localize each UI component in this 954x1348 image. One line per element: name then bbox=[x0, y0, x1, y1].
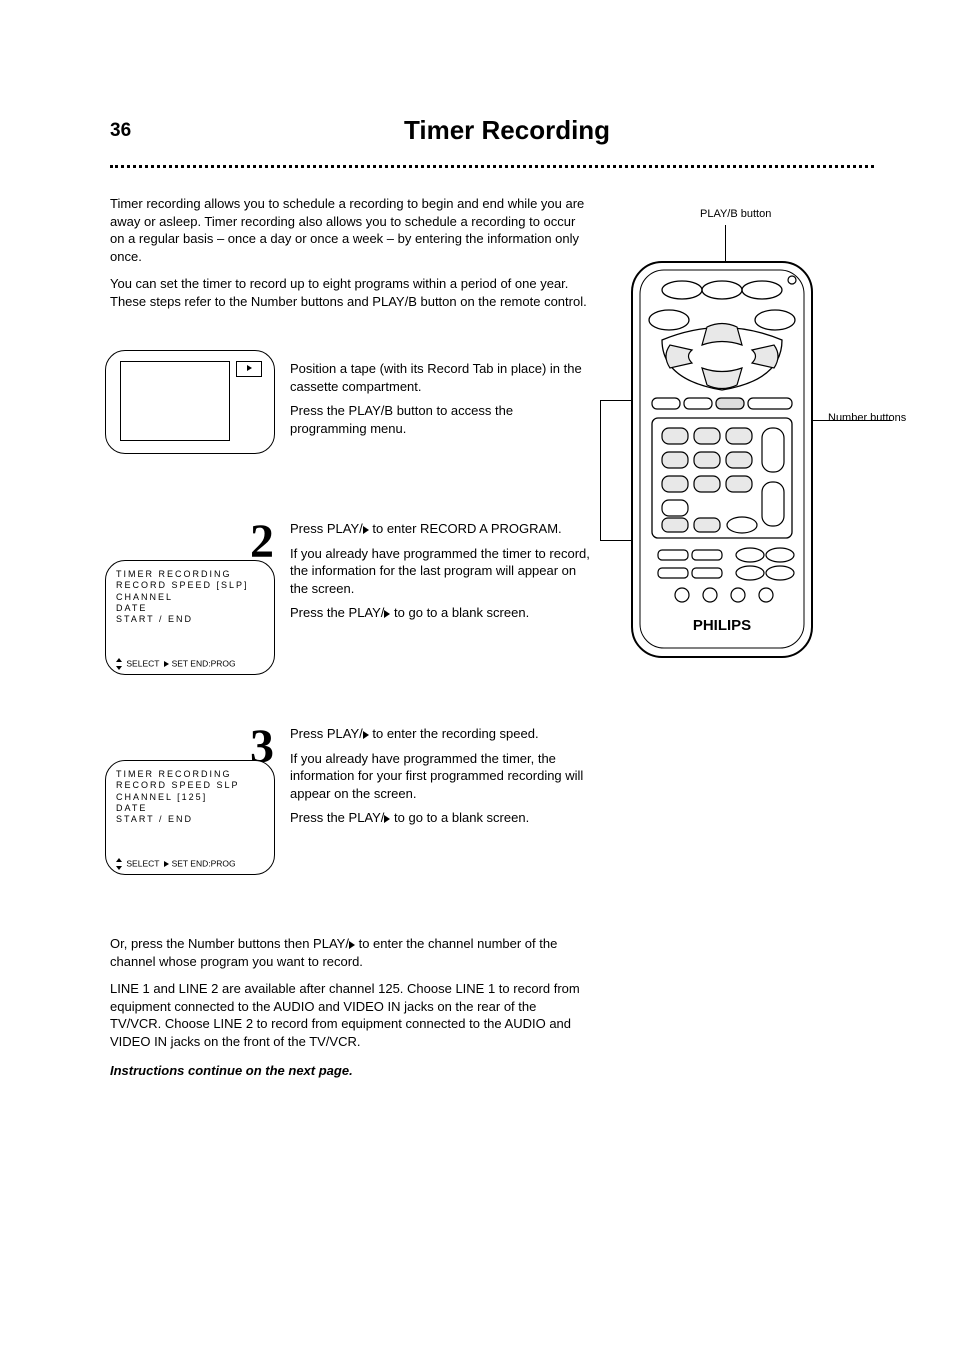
s2-l5: START / END bbox=[116, 614, 264, 624]
play-icon bbox=[164, 861, 169, 867]
s2-l2: RECORD SPEED [SLP] bbox=[116, 580, 264, 590]
step-2-body: If you already have programmed the timer… bbox=[290, 545, 590, 598]
play-icon bbox=[384, 815, 390, 823]
play-indicator bbox=[236, 361, 262, 377]
step-2-heading: Press PLAY/ to enter RECORD A PROGRAM. bbox=[290, 520, 590, 538]
page-title: Timer Recording bbox=[160, 115, 854, 146]
step-1-p1: Position a tape (with its Record Tab in … bbox=[290, 360, 590, 395]
step-2-number: 2 bbox=[250, 520, 274, 563]
intro-p1: Timer recording allows you to schedule a… bbox=[110, 195, 590, 265]
updown-icon bbox=[116, 659, 124, 669]
below-p1: Or, press the Number buttons then PLAY/ … bbox=[110, 935, 590, 970]
play-icon bbox=[349, 941, 355, 949]
s2-l1: TIMER RECORDING bbox=[116, 569, 264, 579]
s3-l3: CHANNEL [125] bbox=[116, 792, 264, 802]
s3-l1: TIMER RECORDING bbox=[116, 769, 264, 779]
step-3-body: If you already have programmed the timer… bbox=[290, 750, 590, 803]
step-2-last: Press the PLAY/ to go to a blank screen. bbox=[290, 604, 590, 622]
s3-l5: START / END bbox=[116, 814, 264, 824]
divider bbox=[110, 165, 874, 168]
callout-number-vline bbox=[600, 400, 601, 540]
play-icon bbox=[247, 365, 252, 371]
below-step3: Or, press the Number buttons then PLAY/ … bbox=[110, 935, 590, 1080]
play-icon bbox=[384, 610, 390, 618]
intro-text: Timer recording allows you to schedule a… bbox=[110, 195, 590, 320]
s3-l4: DATE bbox=[116, 803, 264, 813]
step-3-last: Press the PLAY/ to go to a blank screen. bbox=[290, 809, 590, 827]
below-p2: LINE 1 and LINE 2 are available after ch… bbox=[110, 980, 590, 1050]
play-icon bbox=[164, 661, 169, 667]
s2-l4: DATE bbox=[116, 603, 264, 613]
inner-tv-box bbox=[120, 361, 230, 441]
remote-svg: PHILIPS bbox=[622, 260, 822, 660]
step-2: 2 Press PLAY/ to enter RECORD A PROGRAM.… bbox=[290, 520, 590, 629]
step-1: 1 Position a tape (with its Record Tab i… bbox=[290, 360, 590, 444]
remote-brand: PHILIPS bbox=[693, 617, 751, 634]
continue-instr: Instructions continue on the next page. bbox=[110, 1062, 590, 1080]
step-1-p2: Press the PLAY/B button to access the pr… bbox=[290, 402, 590, 437]
s2-l3: CHANNEL bbox=[116, 592, 264, 602]
step-3: 3 Press PLAY/ to enter the recording spe… bbox=[290, 725, 590, 834]
updown-icon bbox=[116, 859, 124, 869]
s3-l2: RECORD SPEED SLP bbox=[116, 780, 264, 790]
remote-control: PHILIPS bbox=[622, 260, 822, 660]
s2-select: SELECT SET END:PROG bbox=[116, 659, 264, 669]
play-icon bbox=[363, 526, 369, 534]
callout-number: Number buttons bbox=[828, 412, 906, 424]
step-3-heading: Press PLAY/ to enter the recording speed… bbox=[290, 725, 590, 743]
play-icon bbox=[363, 731, 369, 739]
callout-play: PLAY/B button bbox=[700, 208, 771, 220]
tv-screen-1 bbox=[105, 350, 275, 454]
s3-select: SELECT SET END:PROG bbox=[116, 859, 264, 869]
page-number: 36 bbox=[110, 120, 131, 142]
tv-screen-2: TIMER RECORDING RECORD SPEED [SLP] CHANN… bbox=[105, 560, 275, 675]
intro-p2: You can set the timer to record up to ei… bbox=[110, 275, 590, 310]
tv-screen-3: TIMER RECORDING RECORD SPEED SLP CHANNEL… bbox=[105, 760, 275, 875]
